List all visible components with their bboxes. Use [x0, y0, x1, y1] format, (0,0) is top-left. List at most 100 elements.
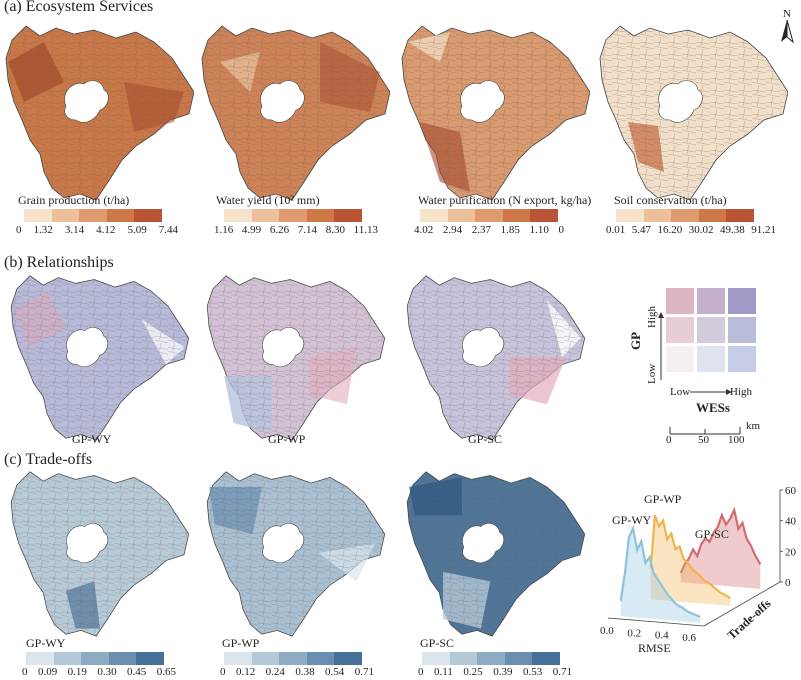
legend-title-grain: Grain production (t/ha) — [18, 193, 130, 207]
series-label-gp-wp: GP-WP — [644, 492, 682, 506]
legend-tick: 3.14 — [64, 224, 85, 236]
legend-tick: 4.99 — [241, 224, 262, 236]
legend-tick: 0.38 — [295, 666, 315, 678]
legend-swatch-1 — [643, 209, 672, 222]
legend-swatch-4 — [334, 209, 362, 222]
legend-swatches-grain — [24, 209, 162, 222]
legend-swatch-0 — [224, 209, 252, 222]
legend-tick: 8.30 — [325, 224, 345, 236]
bivariate-legend-grid — [666, 288, 756, 372]
legend-swatch-1 — [53, 652, 82, 665]
legend-swatch-0 — [420, 209, 448, 222]
relationship-map-gp-sc — [406, 275, 586, 441]
legend-tick: 6.26 — [269, 224, 290, 236]
scale-tick-50: 50 — [698, 434, 709, 446]
legend-tick: 0 — [220, 666, 226, 678]
soil-conservation-map — [599, 25, 788, 201]
tradeoff-axis-title: Trade-offs — [725, 596, 774, 642]
legend-tick: 0 — [418, 666, 424, 678]
legend-swatch-3 — [698, 209, 727, 222]
legend-tick: 7.14 — [297, 224, 318, 236]
grain-production-map — [5, 25, 194, 201]
legend-tick: 0.53 — [522, 666, 543, 678]
legend-tick: 0.39 — [493, 666, 513, 678]
count-tick-label: 60 — [785, 485, 797, 497]
bivariate-cell — [697, 317, 725, 343]
rmse-tick-label: 0.2 — [627, 627, 641, 639]
relationship-label-gp-wp: GP-WP — [268, 432, 306, 446]
series-line-gp-wy — [619, 524, 701, 618]
legend-swatch-3 — [504, 652, 533, 665]
tradeoff-axis-line — [703, 581, 781, 627]
legend-tick: 0.11 — [434, 666, 453, 678]
legend-tick: 0.54 — [325, 666, 345, 678]
rmse-tick-label: 0.6 — [682, 632, 696, 644]
legend-swatch-3 — [306, 209, 335, 222]
legend-tick: 0.30 — [97, 666, 117, 678]
legend-tick: 0.45 — [127, 666, 147, 678]
legend-swatch-1 — [251, 652, 280, 665]
bivariate-cell — [697, 346, 725, 372]
water-yield-map — [201, 25, 390, 201]
legend-ticks-tradeoff-gp-sc: 0 0.11 0.25 0.39 0.53 0.71 — [418, 666, 572, 678]
relationship-label-gp-wy: GP-WY — [72, 432, 112, 446]
legend-swatch-2 — [671, 209, 699, 222]
legend-tick: 11.13 — [353, 224, 378, 236]
bivariate-y-arrow-icon — [658, 312, 664, 380]
legend-swatch-3 — [306, 652, 335, 665]
bivariate-legend-x-axis: WESs — [696, 400, 730, 415]
legend-tick: 4.02 — [414, 224, 434, 236]
bivariate-cell — [666, 288, 694, 314]
legend-ticks-water-purification: 4.02 2.94 2.37 1.85 1.10 0 — [414, 224, 564, 236]
legend-swatch-4 — [726, 209, 754, 222]
legend-swatch-1 — [251, 209, 280, 222]
legend-title-water-purification: Water purification (N export, kg/ha) — [418, 193, 592, 207]
legend-tick: 2.37 — [471, 224, 492, 236]
scale-tick-0: 0 — [666, 434, 672, 446]
bivariate-cell — [697, 288, 725, 314]
legend-tick: 1.10 — [529, 224, 549, 236]
relationship-map-gp-wy — [10, 275, 190, 441]
section-b-title: (b) Relationships — [4, 254, 114, 271]
legend-tick: 0.71 — [552, 666, 572, 678]
legend-tick: 4.12 — [96, 224, 116, 236]
count-tick-label: 40 — [785, 516, 797, 528]
water-purification-map — [401, 25, 590, 201]
legend-ticks-tradeoff-gp-wp: 0 0.12 0.24 0.38 0.54 0.71 — [220, 666, 374, 678]
legend-tick: 0.25 — [463, 666, 483, 678]
legend-tick: 0.01 — [606, 224, 626, 236]
series-label-gp-sc: GP-SC — [695, 527, 729, 541]
legend-swatch-1 — [449, 652, 478, 665]
legend-tick: 30.02 — [688, 224, 714, 236]
legend-swatch-1 — [447, 209, 476, 222]
legend-title-tradeoff-gp-wp: GP-WP — [222, 636, 260, 650]
rmse-tick-label: 0.0 — [600, 625, 614, 637]
tradeoff-map-gp-sc — [406, 471, 586, 637]
rmse-axis-line — [607, 617, 705, 627]
bivariate-cell — [666, 317, 694, 343]
legend-swatch-0 — [24, 209, 52, 222]
legend-tick: 0 — [22, 666, 28, 678]
series-line-gp-wp — [649, 514, 731, 600]
series-line-gp-sc — [679, 506, 762, 574]
legend-swatches-tradeoff-gp-wp — [224, 652, 362, 665]
legend-title-tradeoff-gp-wy: GP-WY — [26, 636, 66, 650]
legend-tick: 5.09 — [127, 224, 147, 236]
rmse-axis-title: RMSE — [638, 641, 671, 655]
tradeoff-map-gp-wy — [10, 471, 190, 637]
legend-tick: 0.12 — [235, 666, 256, 678]
section-c-title: (c) Trade-offs — [4, 451, 93, 468]
legend-ticks-soil-conservation: 0.01 5.47 16.20 30.02 49.38 91.21 — [606, 224, 776, 236]
legend-swatch-0 — [422, 652, 450, 665]
legend-tick: 49.38 — [720, 224, 745, 236]
legend-ticks-grain: 0 1.32 3.14 4.12 5.09 7.44 — [16, 224, 178, 236]
count-axis-title: count — [795, 527, 800, 554]
legend-swatch-2 — [475, 209, 503, 222]
legend-swatch-4 — [136, 652, 164, 665]
legend-swatch-3 — [106, 209, 135, 222]
legend-swatch-1 — [51, 209, 80, 222]
bivariate-cell — [728, 317, 756, 343]
legend-tick: 0 — [558, 224, 564, 236]
bivariate-x-arrow-icon — [690, 389, 732, 395]
scale-bar — [669, 427, 741, 435]
